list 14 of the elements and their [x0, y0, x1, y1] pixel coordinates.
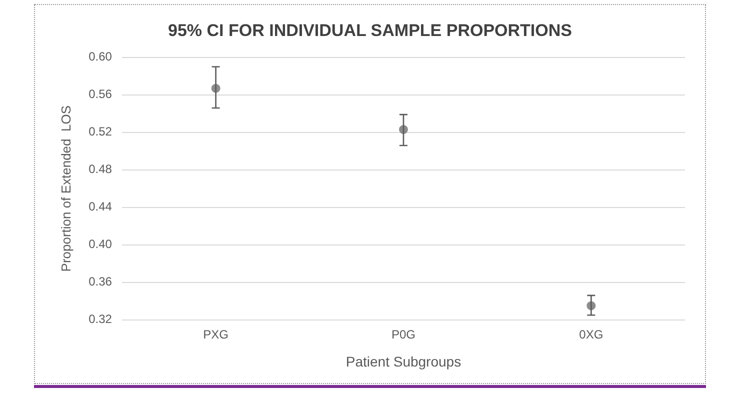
x-tick-label: PXG [203, 327, 228, 342]
y-tick-label: 0.32 [88, 312, 112, 326]
y-tick-label: 0.48 [88, 162, 112, 176]
x-tick-label: 0XG [579, 327, 604, 342]
y-tick-label: 0.56 [88, 87, 112, 102]
x-tick-label: P0G [391, 327, 416, 342]
y-tick-label: 0.36 [88, 274, 112, 289]
y-tick-label: 0.44 [88, 200, 112, 214]
x-axis-title: Patient Subgroups [346, 353, 462, 370]
y-tick-label: 0.40 [88, 237, 112, 252]
chart-title: 95% CI FOR INDIVIDUAL SAMPLE PROPORTIONS [168, 20, 572, 40]
y-tick-label: 0.52 [88, 124, 112, 139]
y-axis-title: Proportion of Extended LOS [58, 105, 74, 272]
y-tick-label: 0.60 [88, 50, 112, 64]
